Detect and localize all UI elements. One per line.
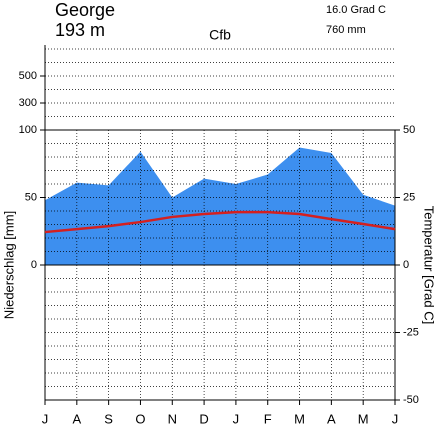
y2-axis-label: Temperatur [Grad C] [422,206,437,325]
y-tick-label: 300 [19,97,37,109]
annotation: 760 mm [326,24,366,36]
x-tick-label: M [358,411,369,426]
annotation: 16.0 Grad C [326,4,386,16]
y2-tick-label: 25 [403,191,415,203]
y-tick-label: 0 [31,259,37,271]
y2-tick-label: -25 [403,326,419,338]
y2-tick-label: 0 [403,259,409,271]
y-tick-label: 500 [19,70,37,82]
x-tick-label: O [135,411,145,426]
chart-title: George [55,0,115,20]
y-axis-label: Niederschlag [mm] [1,211,16,319]
y-tick-label: 100 [19,124,37,136]
chart-subtitle: 193 m [55,20,105,40]
y2-tick-label: 50 [403,124,415,136]
x-tick-label: A [327,411,336,426]
precipitation-area [45,147,395,265]
climate-class: Cfb [209,27,231,43]
y2-tick-label: -50 [403,394,419,406]
x-tick-label: F [264,411,272,426]
x-tick-label: N [168,411,177,426]
x-tick-label: J [42,411,49,426]
x-tick-label: J [233,411,240,426]
x-tick-label: M [294,411,305,426]
x-tick-label: D [199,411,208,426]
x-tick-label: J [392,411,399,426]
y-tick-label: 50 [25,191,37,203]
x-tick-label: S [104,411,113,426]
x-tick-label: A [72,411,81,426]
temperature-line [44,210,396,234]
